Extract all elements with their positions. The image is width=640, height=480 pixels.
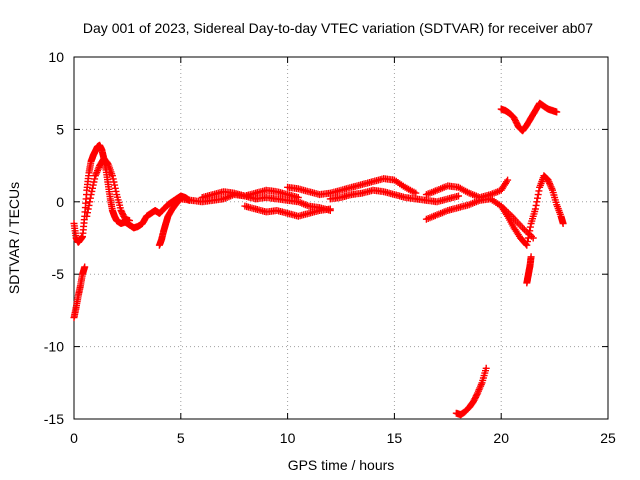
- data-point-markers: [452, 364, 490, 419]
- x-tick-label: 0: [70, 430, 78, 446]
- series-arc-8: [284, 175, 420, 199]
- series-arc-13: [497, 99, 561, 135]
- y-tick-label: -5: [52, 266, 65, 282]
- x-tick-labels: 0 5 10 15 20 25: [70, 430, 616, 446]
- axis-ticks: [73, 56, 609, 420]
- series-arc-14: [497, 172, 567, 249]
- data-point-markers: [422, 195, 537, 242]
- x-tick-label: 10: [280, 430, 296, 446]
- y-tick-label: -10: [44, 339, 64, 355]
- y-axis-label: SDTVAR / TECUs: [6, 182, 22, 294]
- data-point-markers: [523, 253, 535, 287]
- data-point-markers: [497, 172, 567, 249]
- series-arc-4: [155, 195, 185, 249]
- series-arc-15: [523, 253, 535, 287]
- y-tick-label: 10: [48, 49, 64, 65]
- data-point-markers: [155, 195, 185, 249]
- series-arc-2: [70, 141, 193, 246]
- series-arc-11: [422, 195, 537, 242]
- y-tick-label: 0: [56, 194, 64, 210]
- y-tick-label: -15: [44, 411, 64, 427]
- y-tick-label: 5: [56, 121, 64, 137]
- chart-title: Day 001 of 2023, Sidereal Day-to-day VTE…: [83, 20, 593, 36]
- x-tick-label: 20: [493, 430, 509, 446]
- x-axis-label: GPS time / hours: [288, 457, 395, 473]
- x-tick-label: 5: [177, 430, 185, 446]
- series-arc-6: [198, 186, 302, 201]
- series-arc-7: [241, 202, 334, 220]
- series-arc-12: [452, 364, 490, 419]
- data-series: [70, 99, 567, 419]
- data-point-markers: [83, 154, 133, 225]
- series-arc-9: [326, 186, 462, 206]
- data-point-markers: [497, 99, 561, 135]
- y-tick-labels: -15 -10 -5 0 5 10: [44, 49, 64, 427]
- data-point-markers: [241, 202, 334, 220]
- data-point-markers: [284, 175, 420, 199]
- x-tick-label: 15: [387, 430, 403, 446]
- data-point-markers: [198, 186, 302, 201]
- data-point-markers: [326, 186, 462, 206]
- series-arc-1: [70, 263, 89, 322]
- data-point-markers: [70, 263, 89, 322]
- data-point-markers: [70, 141, 193, 246]
- series-arc-3: [83, 154, 133, 225]
- x-tick-label: 25: [600, 430, 616, 446]
